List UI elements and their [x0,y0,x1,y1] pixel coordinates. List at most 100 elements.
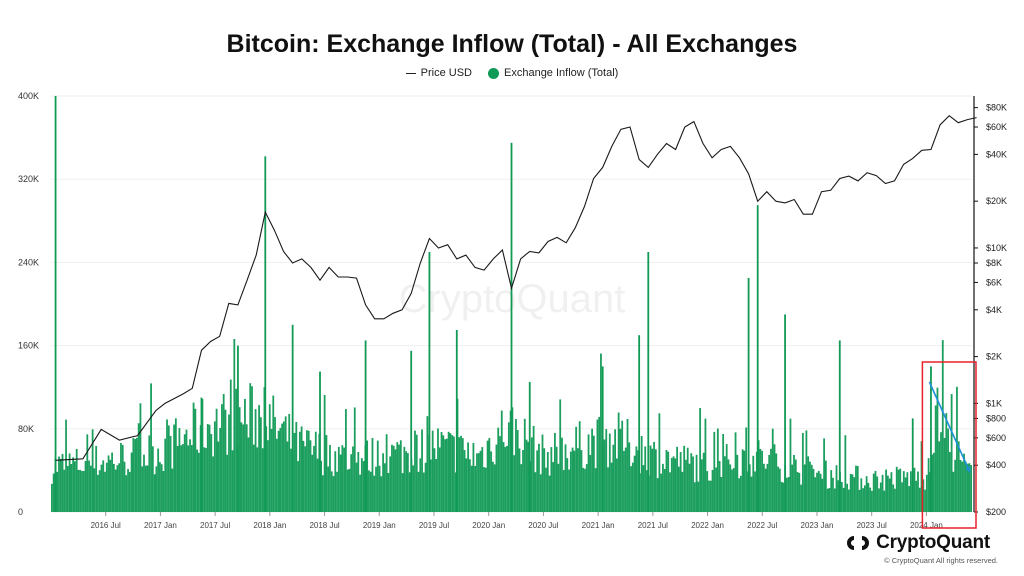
inflow-bar [530,437,533,512]
inflow-bar [895,466,898,512]
x-tick-label: 2020 Jan [472,521,505,530]
inflow-bar [454,472,457,512]
inflow-bar [906,472,909,512]
inflow-bar [562,470,565,512]
inflow-bar [924,489,926,512]
inflow-bar [522,449,524,512]
inflow-bar [488,437,491,512]
inflow-bar [635,446,638,512]
y-right-tick-label: $400 [986,460,1006,470]
legend-item-price[interactable]: Price USD [405,67,472,79]
inflow-spike-bar [528,382,531,512]
inflow-bar [89,465,92,512]
inflow-bar [878,488,880,512]
inflow-bar [771,428,774,512]
inflow-bar [376,440,379,512]
inflow-bar [171,468,174,512]
inflow-bar [155,466,158,512]
inflow-bar [575,426,578,512]
inflow-bar [382,453,384,512]
inflow-bar [952,471,955,512]
inflow-bar [676,446,679,512]
inflow-spike-bar [747,278,750,512]
inflow-bar [84,461,87,512]
inflow-bar [543,448,546,512]
inflow-bar [624,447,627,512]
inflow-bar [642,465,645,512]
inflow-bar [796,472,799,512]
inflow-spike-bar [319,371,321,512]
inflow-bar [323,395,326,512]
inflow-bar [775,453,778,512]
inflow-bar [865,476,868,512]
inflow-bar [408,472,411,512]
inflow-bar [97,474,99,512]
inflow-bar [631,462,634,512]
inflow-bar [518,448,521,512]
inflow-bar [426,416,429,512]
inflow-bar [607,467,609,512]
inflow-bar [706,471,709,512]
inflow-bar [918,487,921,512]
inflow-spike-bar [647,252,650,512]
inflow-bar [541,434,544,512]
inflow-bar [105,462,108,512]
inflow-bar [178,428,181,512]
inflow-bar [725,444,728,512]
inflow-bar [608,433,611,512]
inflow-bar [477,453,480,512]
inflow-bar [697,481,700,512]
inflow-bar [589,454,592,512]
inflow-spike-bar [291,324,294,512]
inflow-bar [189,439,191,512]
inflow-spike-bar [510,142,513,513]
inflow-bar [461,438,464,512]
inflow-bar [782,482,785,512]
inflow-bar [465,458,468,512]
inflow-bar [297,461,299,512]
inflow-bar [550,447,553,512]
inflow-bar [481,447,484,512]
inflow-bar [169,435,172,512]
inflow-bar [532,425,535,512]
inflow-bar [229,379,232,512]
legend-item-inflow[interactable]: Exchange Inflow (Total) [488,67,618,79]
inflow-bar [762,463,765,512]
inflow-bar [144,465,147,512]
inflow-bar [651,448,654,512]
inflow-bar [715,467,717,512]
inflow-bar [892,484,895,512]
inflow-bar [670,457,673,512]
inflow-bar [961,461,964,512]
inflow-bar [405,451,408,512]
inflow-bar [856,466,859,512]
x-tick-label: 2021 Jan [582,521,615,530]
y-left-tick-label: 240K [18,257,39,267]
inflow-bar [321,475,324,512]
inflow-bar [780,481,783,512]
inflow-bar [594,468,597,512]
inflow-bar [736,454,739,512]
inflow-spike-bar [455,330,458,512]
inflow-bar [963,453,965,512]
inflow-bar [630,466,632,512]
inflow-bar [375,466,377,512]
inflow-bar [732,468,735,512]
inflow-spike-bar [428,252,431,512]
inflow-spike-bar [237,345,239,512]
inflow-bar [460,435,462,512]
inflow-bar [52,473,55,512]
highlight-rectangle [921,361,977,529]
inflow-bar [298,431,301,512]
inflow-bar [254,409,257,512]
inflow-bar [700,459,703,512]
inflow-bar [320,460,323,512]
inflow-bar [309,440,312,512]
inflow-bar [654,449,657,512]
inflow-bar [143,454,145,512]
inflow-bar [366,440,369,512]
downtrend-arrow-head [965,466,971,473]
inflow-bar [708,480,710,512]
inflow-bar [948,452,951,512]
inflow-bar [925,474,928,512]
